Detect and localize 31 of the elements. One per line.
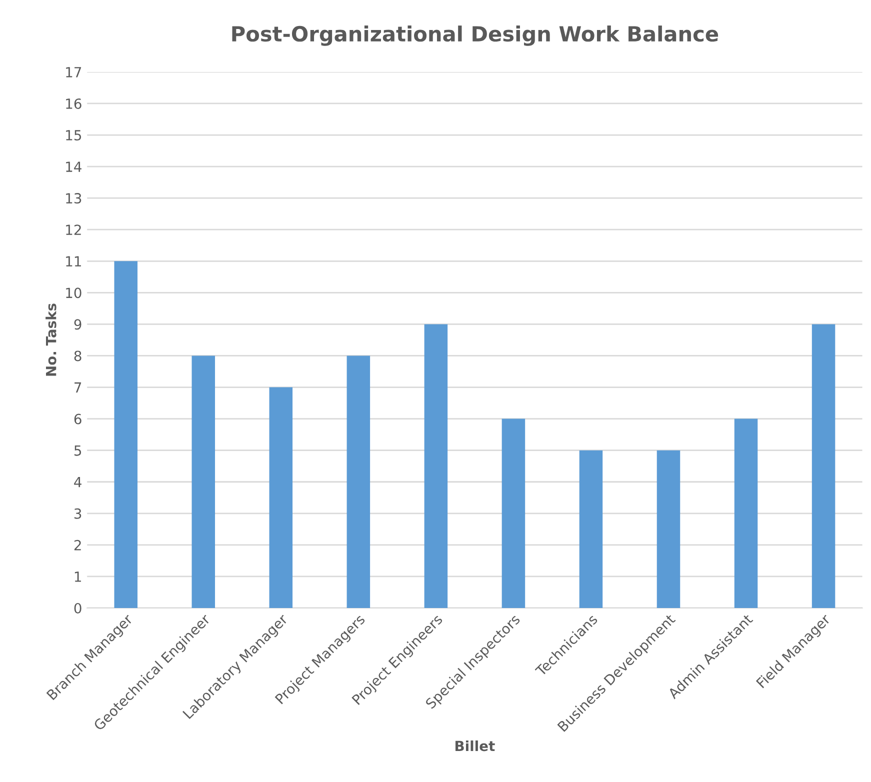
y-tick-label: 14 bbox=[66, 162, 82, 172]
bar bbox=[346, 356, 370, 608]
y-tick-label: 2 bbox=[74, 540, 81, 550]
chart-title: Post-Organizational Design Work Balance bbox=[232, 26, 718, 46]
bar bbox=[192, 356, 216, 608]
y-tick-label: 12 bbox=[66, 224, 81, 235]
bar bbox=[424, 324, 448, 608]
y-tick-label: 11 bbox=[66, 256, 81, 266]
bar bbox=[269, 387, 293, 608]
y-tick-label: 3 bbox=[74, 508, 82, 519]
bar bbox=[734, 418, 758, 608]
x-axis-title: Billet bbox=[456, 740, 495, 752]
y-tick-label: 1 bbox=[74, 572, 81, 582]
y-tick-label: 17 bbox=[66, 67, 82, 78]
y-tick-label: 13 bbox=[66, 193, 82, 204]
y-tick-label: 15 bbox=[66, 130, 82, 140]
y-tick-label: 5 bbox=[74, 445, 82, 456]
y-tick-label: 7 bbox=[74, 382, 82, 393]
bar bbox=[812, 324, 836, 608]
y-tick-label: 10 bbox=[66, 288, 82, 298]
y-tick-label: 16 bbox=[66, 98, 82, 109]
bar bbox=[656, 450, 680, 608]
bar bbox=[579, 450, 603, 608]
y-tick-label: 0 bbox=[74, 602, 82, 614]
bar bbox=[114, 261, 138, 608]
y-axis-title: No. Tasks bbox=[46, 304, 56, 376]
y-tick-label: 9 bbox=[74, 319, 82, 330]
bar bbox=[502, 418, 526, 608]
y-tick-label: 4 bbox=[74, 477, 82, 488]
y-tick-label: 8 bbox=[74, 350, 82, 362]
y-tick-label: 6 bbox=[74, 414, 82, 424]
